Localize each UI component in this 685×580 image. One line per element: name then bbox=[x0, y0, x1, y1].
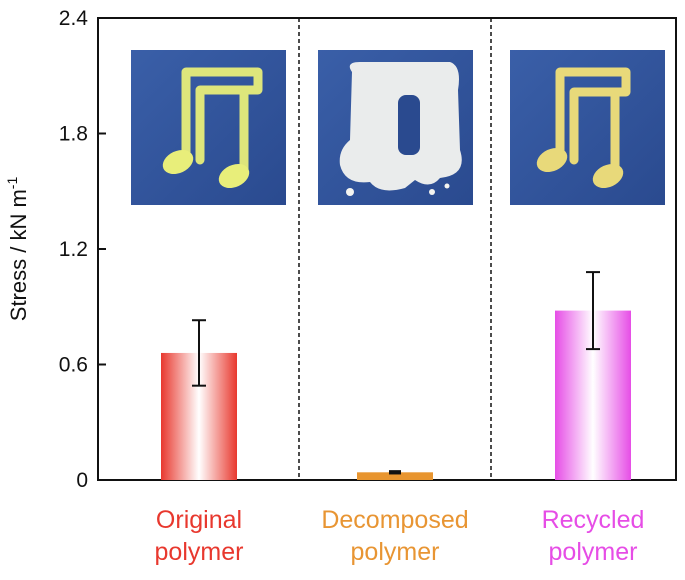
y-axis-title-superscript: -1 bbox=[4, 177, 20, 190]
category-label-2: Decomposed bbox=[321, 506, 468, 534]
error-bar-2 bbox=[389, 470, 401, 475]
y-axis: 0 0.6 1.2 1.8 2.4 bbox=[59, 7, 106, 492]
bars-group bbox=[161, 271, 631, 480]
category-label-3: polymer bbox=[549, 538, 638, 566]
y-tick-label: 2.4 bbox=[59, 7, 89, 30]
category-label-1: polymer bbox=[155, 538, 244, 566]
y-tick-label: 0.6 bbox=[59, 354, 88, 377]
y-tick-label: 1.2 bbox=[59, 238, 88, 261]
music-note-photo-decomposed bbox=[318, 50, 473, 205]
error-bar-3 bbox=[586, 271, 600, 351]
x-axis-categories: Original polymer Decomposed polymer Recycled… bbox=[155, 506, 645, 566]
music-note-photo-yellow bbox=[131, 50, 286, 205]
category-label-2: polymer bbox=[351, 538, 440, 566]
category-label-1: Original bbox=[156, 506, 242, 534]
bar-2 bbox=[357, 472, 433, 480]
error-bar-1 bbox=[192, 319, 206, 387]
music-note-photo-recycled bbox=[510, 50, 665, 205]
y-tick-label: 1.8 bbox=[59, 123, 88, 146]
y-axis-title-text: Stress / kN m bbox=[6, 189, 31, 321]
category-label-3: Recycled bbox=[542, 506, 645, 534]
y-tick-label: 0 bbox=[76, 469, 88, 492]
y-axis-title: Stress / kN m-1 bbox=[4, 177, 31, 322]
